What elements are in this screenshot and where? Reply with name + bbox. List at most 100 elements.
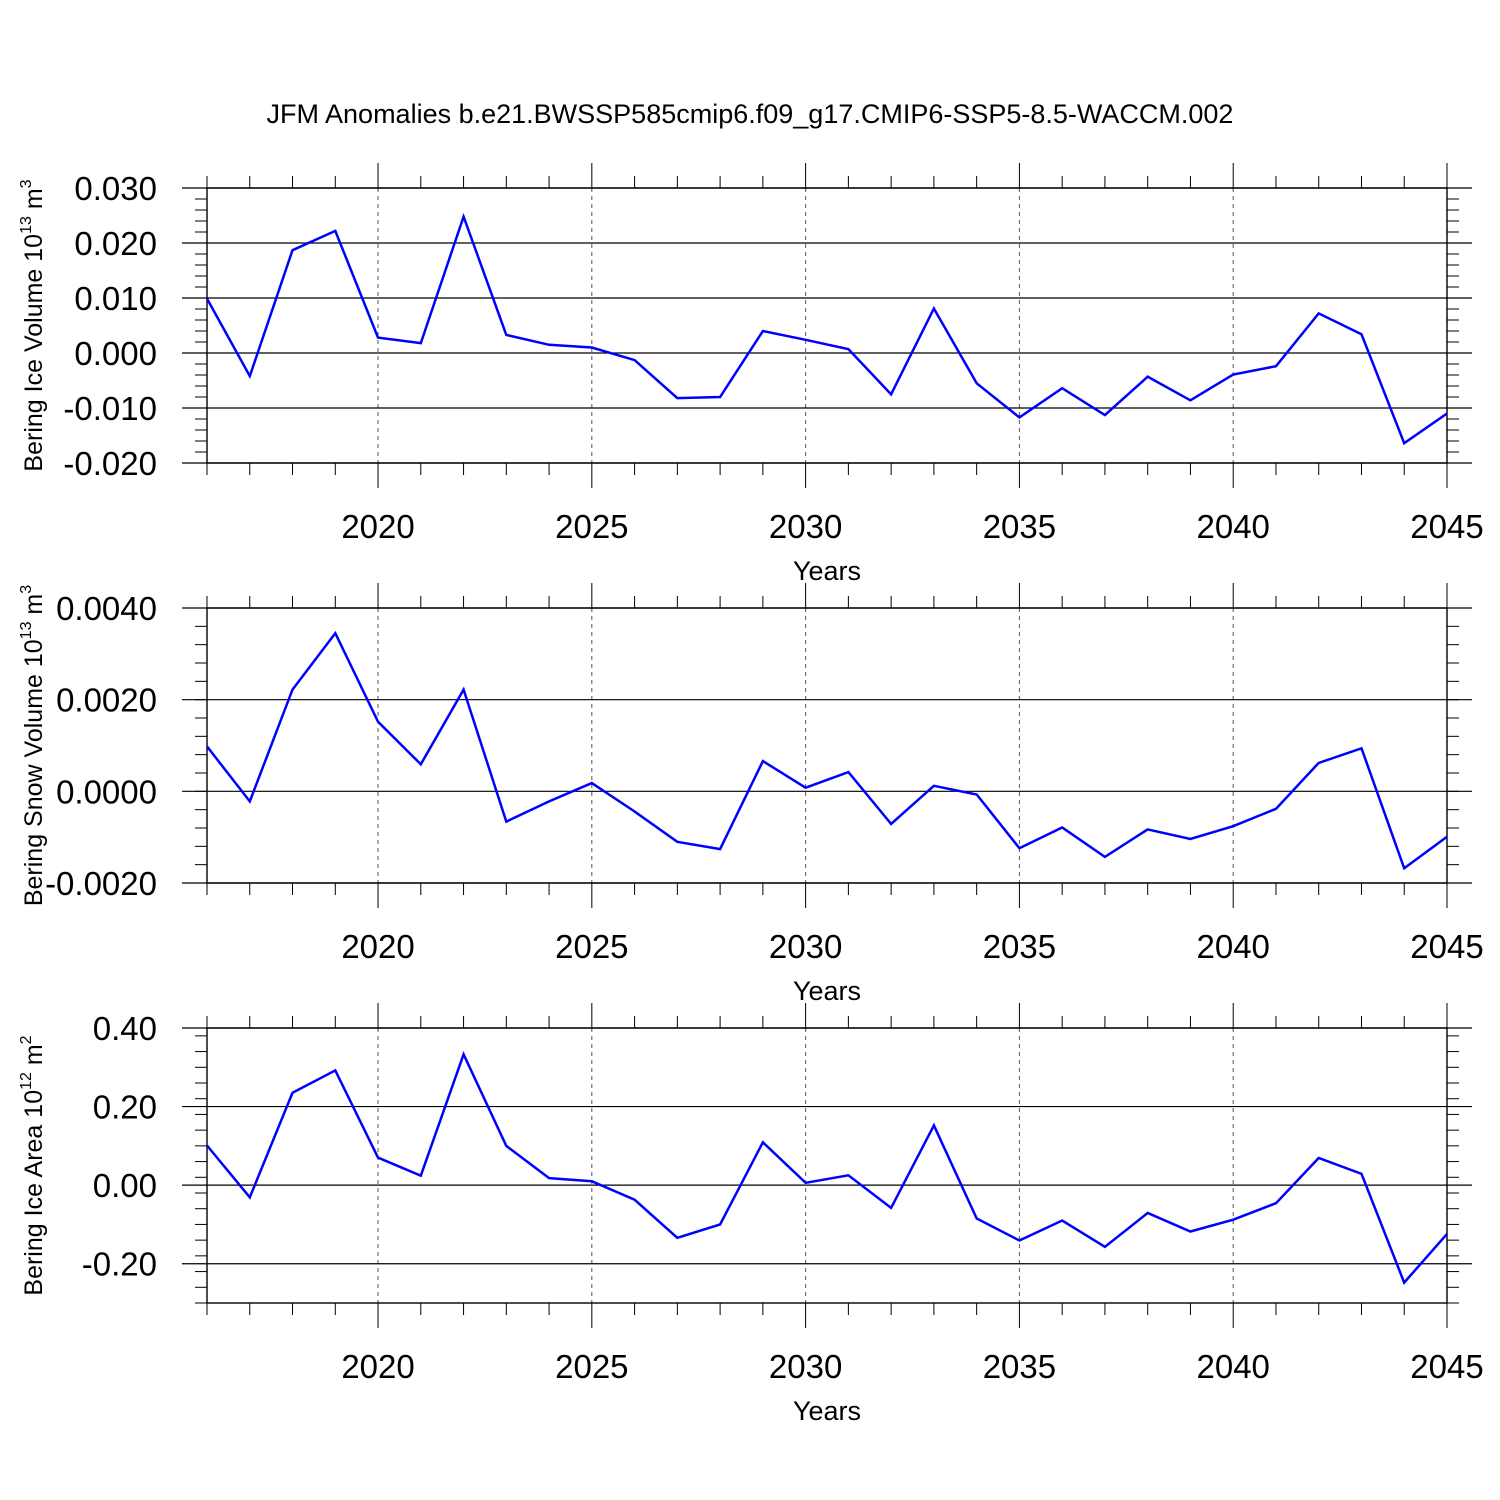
data-point xyxy=(377,336,379,338)
data-point xyxy=(249,800,251,802)
plot-frame xyxy=(206,187,1448,464)
data-point xyxy=(1189,1230,1191,1232)
data-point xyxy=(1018,1239,1020,1241)
series-line xyxy=(206,1050,1448,1285)
data-point xyxy=(933,307,935,309)
data-point xyxy=(291,1092,293,1094)
x-tick-label: 2025 xyxy=(555,928,628,965)
data-point xyxy=(1061,387,1063,389)
y-tick-label: 0.0040 xyxy=(56,590,157,627)
data-point xyxy=(1403,1281,1405,1283)
data-point xyxy=(1104,1246,1106,1248)
data-point xyxy=(548,1177,550,1179)
data-point xyxy=(334,632,336,634)
y-axis-label: Bering Ice Area 1012 m2 xyxy=(18,1035,48,1295)
data-point xyxy=(676,841,678,843)
data-point xyxy=(762,330,764,332)
data-point xyxy=(762,760,764,762)
x-tick-label: 2045 xyxy=(1410,928,1483,965)
y-tick-label: 0.030 xyxy=(74,170,157,207)
data-point xyxy=(975,1217,977,1219)
data-point xyxy=(890,393,892,395)
panel-3: -0.20 0.00 0.20 0.40 2020 2025 2030 2035 2040 204… xyxy=(18,1003,1484,1426)
data-point xyxy=(1446,412,1448,414)
data-point xyxy=(505,820,507,822)
x-tick-label: 2020 xyxy=(341,508,414,545)
y-tick-label: 0.020 xyxy=(74,225,157,262)
y-axis-label: Bering Ice Volume 1013 m3 xyxy=(18,179,48,471)
data-point xyxy=(420,342,422,344)
data-point xyxy=(804,339,806,341)
data-point xyxy=(1104,414,1106,416)
data-point xyxy=(1232,825,1234,827)
data-point xyxy=(1446,1233,1448,1235)
data-point xyxy=(1318,762,1320,764)
data-point xyxy=(1232,373,1234,375)
chart-title: JFM Anomalies b.e21.BWSSP585cmip6.f09_g1… xyxy=(267,99,1234,129)
y-tick-label: 0.010 xyxy=(74,280,157,317)
data-point xyxy=(377,1156,379,1158)
data-point xyxy=(206,745,208,747)
x-tick-label: 2035 xyxy=(983,1348,1056,1385)
data-point xyxy=(890,823,892,825)
data-point xyxy=(933,785,935,787)
data-point xyxy=(975,793,977,795)
data-point xyxy=(591,782,593,784)
data-point xyxy=(847,1174,849,1176)
data-point xyxy=(847,771,849,773)
data-point xyxy=(1275,1202,1277,1204)
x-axis-label: Years xyxy=(793,1396,861,1426)
data-point xyxy=(676,397,678,399)
data-point xyxy=(1318,1157,1320,1159)
data-point xyxy=(291,688,293,690)
data-point xyxy=(591,1180,593,1182)
data-point xyxy=(291,249,293,251)
data-point xyxy=(1146,375,1148,377)
data-point xyxy=(1146,828,1148,830)
data-point xyxy=(1360,333,1362,335)
data-point xyxy=(719,848,721,850)
data-point xyxy=(847,348,849,350)
series-line xyxy=(206,630,1448,871)
y-tick-label: -0.0020 xyxy=(45,865,157,902)
data-point xyxy=(804,1182,806,1184)
y-tick-label: 0.0000 xyxy=(56,773,157,810)
data-point xyxy=(1275,808,1277,810)
data-point xyxy=(633,1198,635,1200)
data-point xyxy=(762,1141,764,1143)
x-axis-label: Years xyxy=(793,976,861,1006)
y-tick-label: 0.0020 xyxy=(56,682,157,719)
data-point xyxy=(676,1237,678,1239)
data-point xyxy=(719,1223,721,1225)
data-point xyxy=(1061,1219,1063,1221)
y-tick-label: 0.20 xyxy=(93,1089,157,1126)
data-point xyxy=(206,1144,208,1146)
data-point xyxy=(462,1053,464,1055)
data-point xyxy=(1360,747,1362,749)
data-point xyxy=(462,215,464,217)
x-tick-label: 2030 xyxy=(769,1348,842,1385)
data-point xyxy=(633,359,635,361)
x-tick-label: 2025 xyxy=(555,1348,628,1385)
data-point xyxy=(890,1207,892,1209)
x-axis-label: Years xyxy=(793,556,861,586)
data-point xyxy=(206,297,208,299)
data-point xyxy=(505,1145,507,1147)
data-point xyxy=(334,230,336,232)
data-point xyxy=(334,1069,336,1071)
data-point xyxy=(719,396,721,398)
data-point xyxy=(420,763,422,765)
x-tick-label: 2030 xyxy=(769,508,842,545)
y-tick-label: -0.20 xyxy=(82,1246,157,1283)
y-axis-label: Bering Snow Volume 1013 m3 xyxy=(18,585,48,906)
data-point xyxy=(1189,399,1191,401)
plot-frame xyxy=(206,1027,1448,1304)
x-tick-label: 2035 xyxy=(983,928,1056,965)
data-point xyxy=(1018,416,1020,418)
series-line xyxy=(205,212,1448,446)
data-point xyxy=(1403,442,1405,444)
data-point xyxy=(933,1124,935,1126)
x-tick-label: 2040 xyxy=(1196,1348,1269,1385)
data-point xyxy=(1146,1212,1148,1214)
